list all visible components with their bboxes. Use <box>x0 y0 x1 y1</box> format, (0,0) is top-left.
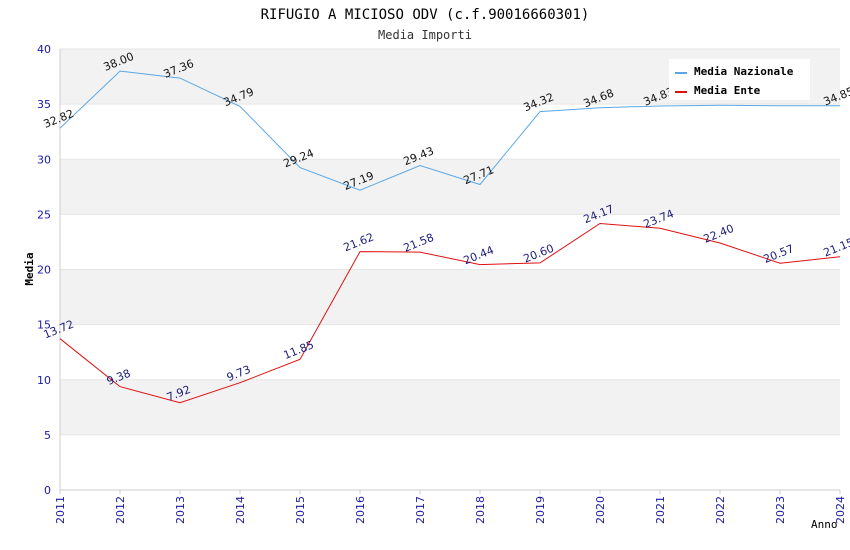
chart-subtitle: Media Importi <box>378 28 472 42</box>
y-tick-label: 30 <box>37 153 51 166</box>
x-tick-label: 2017 <box>414 496 427 524</box>
y-tick-label: 5 <box>44 429 51 442</box>
background-band <box>60 214 840 270</box>
background-band <box>60 379 840 435</box>
background-band <box>60 269 840 325</box>
y-tick-label: 25 <box>37 208 51 221</box>
y-axis-title: Media <box>23 252 36 285</box>
x-tick-label: 2023 <box>774 496 787 524</box>
background-band <box>60 159 840 215</box>
x-axis-ticks: 2011 2012 2013 2014 2015 2016 2017 2018 2019 2020… <box>54 490 847 524</box>
series-line-media-nazionale <box>59 70 840 191</box>
y-tick-label: 20 <box>37 264 51 277</box>
background-band <box>60 434 840 490</box>
legend-label-media-nazionale: Media Nazionale <box>694 65 794 78</box>
series-line-media-ente <box>59 222 841 404</box>
x-tick-label: 2016 <box>354 496 367 524</box>
x-tick-label: 2019 <box>534 496 547 524</box>
legend-label-media-ente: Media Ente <box>694 84 761 97</box>
y-tick-label: 40 <box>37 43 51 56</box>
background-band <box>60 104 840 160</box>
x-tick-label: 2012 <box>114 496 127 524</box>
background-bands <box>60 49 840 490</box>
y-axis-ticks: 0 5 10 15 20 25 30 35 40 <box>37 43 51 497</box>
legend: Media Nazionale Media Ente <box>669 59 810 100</box>
x-tick-label: 2021 <box>654 496 667 524</box>
x-tick-label: 2018 <box>474 496 487 524</box>
y-tick-label: 15 <box>37 319 51 332</box>
x-tick-label: 2015 <box>294 496 307 524</box>
x-tick-label: 2011 <box>54 496 67 524</box>
x-tick-label: 2020 <box>594 496 607 524</box>
x-tick-label: 2022 <box>714 496 727 524</box>
x-tick-label: 2024 <box>834 496 847 524</box>
y-tick-label: 10 <box>37 374 51 387</box>
x-tick-label: 2014 <box>234 496 247 524</box>
chart-title: RIFUGIO A MICIOSO ODV (c.f.90016660301) <box>261 7 590 23</box>
x-axis-title: Anno <box>811 518 838 531</box>
x-tick-label: 2013 <box>174 496 187 524</box>
legend-box <box>669 59 810 100</box>
y-tick-label: 35 <box>37 98 51 111</box>
series-layer <box>59 70 841 404</box>
background-band <box>60 324 840 380</box>
y-tick-label: 0 <box>44 484 51 497</box>
